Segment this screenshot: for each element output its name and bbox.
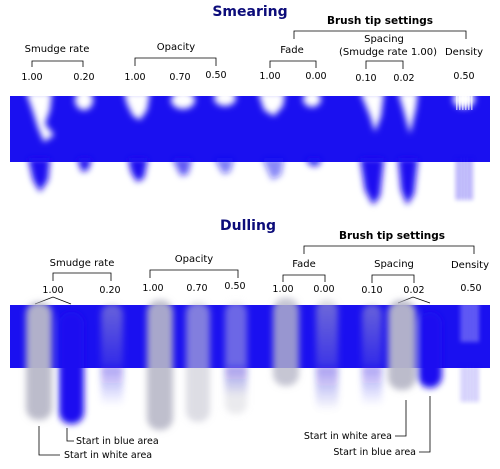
dulling-start-blue-label-right: Start in blue area [333,447,416,458]
dulling-spacing-bracket [371,274,415,283]
dulling-title: Dulling [220,218,276,234]
dulling-density-label: Density [451,260,489,271]
dulling-section: Dulling Brush tip settings Smudge rate 1… [10,218,490,461]
dulling-smudge-rate-value: 0.20 [99,285,120,296]
dulling-start-white-label-left: Start in white area [64,450,152,461]
smearing-brush-tip-title: Brush tip settings [327,15,433,27]
dulling-fade-value: 0.00 [313,284,334,295]
dulling-start-blue-leader-right [419,396,431,453]
smearing-spacing-label: Spacing [364,34,404,45]
dulling-brush-tip-title: Brush tip settings [339,230,445,242]
dulling-spacing-label: Spacing [374,259,414,270]
dulling-opacity-value: 0.50 [224,281,245,292]
smearing-spacing-note: (Smudge rate 1.00) [339,47,437,58]
dulling-start-white-leader-left [38,426,60,456]
dulling-opacity-value: 1.00 [142,283,163,294]
dulling-opacity-value: 0.70 [186,283,207,294]
dulling-density-value: 0.50 [460,283,481,294]
dulling-spacing-value: 0.02 [403,285,424,296]
smearing-fade-label: Fade [280,45,303,56]
smearing-smudge-rate-bracket [31,60,84,67]
dulling-fade-value: 1.00 [272,284,293,295]
dulling-smudge-rate-value: 1.00 [42,285,63,296]
dulling-start-blue-leader-left [66,428,74,442]
dulling-start-blue-label-left: Start in blue area [76,436,159,447]
smearing-spacing-value: 0.10 [355,73,376,84]
dulling-brush-tip-bracket [303,245,475,254]
smearing-density-value: 0.50 [453,71,474,82]
smearing-opacity-bracket [134,57,217,66]
smearing-brush-tip-bracket [293,30,467,39]
smearing-opacity-value: 0.70 [169,72,190,83]
smearing-density-label: Density [445,47,483,58]
smearing-opacity-value: 0.50 [205,70,226,81]
smearing-opacity-value: 1.00 [124,72,145,83]
smearing-fade-value: 0.00 [305,71,326,82]
smearing-smudge-rate-value: 1.00 [21,72,42,83]
smearing-section: Smearing Brush tip settings Smudge rate … [10,4,490,205]
dulling-start-white-leader-right [395,400,407,437]
smearing-spacing-bracket [365,60,404,69]
smearing-smudge-rate-value: 0.20 [73,72,94,83]
dulling-smudge-rate-pointer [34,296,72,305]
dulling-fade-bracket [282,274,326,282]
smearing-sample-band [10,90,490,205]
smearing-fade-bracket [269,60,317,68]
dulling-spacing-value: 0.10 [361,285,382,296]
dulling-opacity-label: Opacity [175,254,214,265]
smearing-opacity-label: Opacity [157,42,196,53]
smearing-smudge-rate-label: Smudge rate [25,44,90,55]
dulling-smudge-rate-bracket [52,272,112,281]
dulling-opacity-bracket [149,269,239,278]
dulling-sample-band [10,298,490,430]
dulling-fade-label: Fade [292,259,315,270]
dulling-start-white-label-right: Start in white area [304,431,392,442]
smearing-fade-value: 1.00 [259,71,280,82]
smearing-spacing-value: 0.02 [393,73,414,84]
dulling-smudge-rate-label: Smudge rate [50,258,115,269]
smearing-title: Smearing [212,4,287,20]
